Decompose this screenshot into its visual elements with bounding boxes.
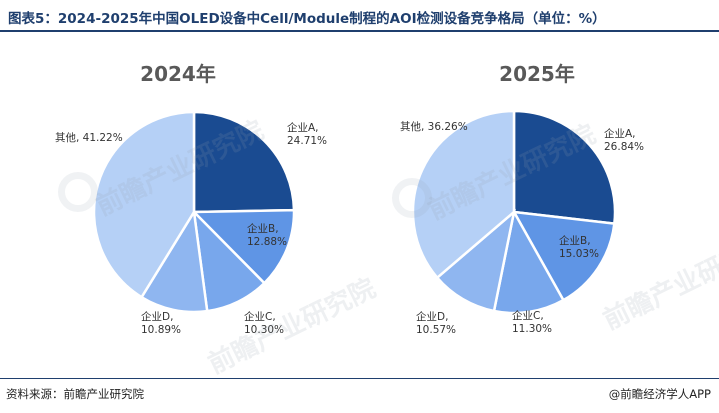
data-label-company-b: 企业B, 15.03% (559, 234, 599, 260)
pie-slice-company-a (512, 109, 617, 226)
chart-title-2024: 2024年 (140, 62, 216, 86)
footer-divider (0, 378, 719, 379)
data-label-company-d: 企业D, 10.89% (141, 310, 181, 336)
data-label-company-a: 企业A, 26.84% (604, 127, 644, 153)
data-label-company-b: 企业B, 12.88% (247, 222, 287, 248)
pie-chart-2024: 企业A, 24.71% 企业B, 12.88% 企业C, 10.30% 企业D, 10.89%… (55, 110, 327, 336)
data-label-others: 其他, 41.22% (55, 131, 123, 144)
chart-title-2025: 2025年 (499, 62, 575, 86)
pie-chart-2025: 企业A, 26.84% 企业B, 15.03% 企业C, 11.30% 企业D, 10.57%… (400, 109, 644, 336)
pie-panel-2024: 2024年 企业A, 24.71% 企业B, 12.88% 企业C, 10.30% 企业D,… (0, 32, 356, 377)
pie-slice-company-a (192, 110, 296, 214)
credit-note: @前瞻经济学人APP (608, 387, 711, 401)
data-label-company-c: 企业C, 10.30% (244, 310, 284, 336)
source-note: 资料来源：前瞻产业研究院 (6, 387, 144, 401)
pie-slice-company-b (191, 208, 296, 285)
data-label-company-c: 企业C, 11.30% (512, 309, 552, 335)
pie-slice-company-d (139, 208, 209, 314)
title-divider (0, 30, 719, 32)
data-label-company-a: 企业A, 24.71% (287, 121, 327, 147)
pie-slice-company-d (435, 208, 516, 313)
pie-slice-others (411, 109, 516, 280)
pie-slice-company-c (492, 208, 566, 315)
data-label-others: 其他, 36.26% (400, 120, 468, 133)
data-label-company-d: 企业D, 10.57% (416, 310, 456, 336)
page-title: 图表5：2024-2025年中国OLED设备中Cell/Module制程的AOI… (8, 11, 606, 27)
pie-slice-company-b (511, 210, 616, 302)
pie-slice-others (92, 110, 196, 299)
pie-panel-2025: 2025年 企业A, 26.84% 企业B, 15.03% 企业C, 11.30% 企业D,… (359, 32, 715, 377)
